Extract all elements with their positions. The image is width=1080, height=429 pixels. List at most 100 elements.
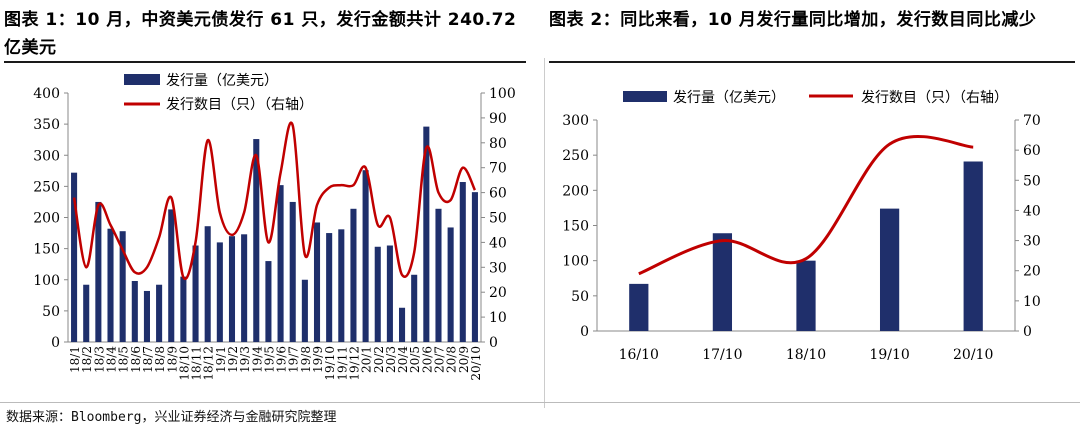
bar <box>796 260 816 331</box>
left-y-tick-label: 0 <box>51 335 60 351</box>
x-tick-label: 18/9 <box>165 346 179 373</box>
left-chart-panel: 图表 1：10 月，中资美元债发行 61 只，发行金额共计 240.72 亿美元… <box>0 0 530 429</box>
bar <box>204 226 211 342</box>
x-tick-label: 18/8 <box>153 346 167 373</box>
left-combo-chart: 0 50 100 150 200 250 300 350 400 0 10 20 30 40 50 60 70 8… <box>33 73 516 381</box>
right-y-tick-label: 10 <box>489 310 507 326</box>
right-y-tick-label: 10 <box>1023 294 1041 310</box>
x-tick-label: 20/2 <box>372 346 386 373</box>
bar <box>265 261 272 342</box>
left-y-tick-label: 250 <box>33 179 60 195</box>
bar <box>168 209 175 342</box>
right-y-tick-label: 50 <box>1023 173 1041 189</box>
bar <box>423 126 430 343</box>
right-y-tick-label: 60 <box>1023 143 1041 159</box>
legend-line-label: 发行数目（只）（右轴） <box>861 90 1008 106</box>
left-chart-title: 图表 1：10 月，中资美元债发行 61 只，发行金额共计 240.72 亿美元 <box>4 10 517 58</box>
x-tick-label: 18/11 <box>190 346 204 381</box>
left-y-tick-label: 400 <box>33 86 60 102</box>
x-tick-label: 19/12 <box>347 346 361 381</box>
legend-line-label: 发行数目（只）（右轴） <box>166 97 313 113</box>
right-y-tick-label: 70 <box>489 161 507 177</box>
bar <box>253 139 260 342</box>
x-tick-label: 19/7 <box>287 346 301 373</box>
left-y-tick-label: 200 <box>33 211 60 227</box>
bar <box>83 284 90 342</box>
right-y-tick-label: 20 <box>489 285 507 301</box>
bar <box>71 172 78 342</box>
x-tick-label: 19/8 <box>299 346 313 373</box>
bar <box>131 280 138 342</box>
x-tick-label: 20/9 <box>457 346 471 373</box>
x-tick-label: 20/10 <box>469 346 483 381</box>
left-y-tick-label: 100 <box>33 273 60 289</box>
x-tick-label: 19/9 <box>311 346 325 373</box>
right-y-tick-label: 100 <box>489 86 516 102</box>
bar <box>712 233 733 331</box>
bar <box>471 192 478 342</box>
x-tick-label: 17/10 <box>702 347 742 363</box>
x-tick-label: 20/7 <box>432 346 446 373</box>
x-tick-label: 18/12 <box>202 346 216 381</box>
bar <box>879 208 900 331</box>
bar <box>629 283 649 331</box>
x-tick-label: 18/2 <box>80 346 94 373</box>
bar <box>447 227 454 342</box>
bar <box>216 242 223 342</box>
right-y-tick-label: 20 <box>1023 264 1041 280</box>
left-y-tick-label: 100 <box>562 254 589 270</box>
bar <box>459 182 466 342</box>
bar <box>326 233 333 342</box>
right-title-rule <box>549 61 1075 63</box>
x-tick-label: 18/1 <box>68 346 82 373</box>
bar <box>374 246 381 342</box>
right-y-tick-label: 40 <box>1023 203 1041 219</box>
x-tick-label: 19/11 <box>335 346 349 381</box>
left-y-tick-label: 200 <box>562 183 589 199</box>
bar <box>386 245 393 342</box>
left-y-tick-label: 150 <box>33 242 60 258</box>
bar <box>228 236 236 342</box>
x-tick-label: 19/2 <box>226 346 240 373</box>
source-note: 数据来源：Bloomberg，兴业证券经济与金融研究院整理 <box>6 410 337 425</box>
x-tick-label: 18/5 <box>117 346 131 373</box>
bar <box>119 231 126 342</box>
x-tick-label: 19/1 <box>214 346 228 373</box>
x-tick-label: 19/4 <box>250 346 264 373</box>
x-tick-label: 18/3 <box>92 346 106 373</box>
x-tick-label: 20/6 <box>420 346 434 373</box>
bar <box>180 276 187 342</box>
left-y-tick-label: 350 <box>33 117 60 133</box>
x-tick-label: 19/5 <box>262 346 276 373</box>
x-tick-label: 20/10 <box>953 347 993 363</box>
right-y-tick-label: 30 <box>1023 234 1041 250</box>
left-y-tick-label: 0 <box>580 324 589 340</box>
bar <box>313 222 321 342</box>
legend-bar-label: 发行量（亿美元） <box>166 73 278 89</box>
left-y-tick-label: 150 <box>562 219 589 235</box>
bar <box>301 279 308 342</box>
right-y-tick-label: 0 <box>489 335 498 351</box>
x-tick-label: 16/10 <box>619 347 659 363</box>
bar <box>399 307 406 342</box>
right-chart-title: 图表 2：同比来看，10 月发行量同比增加，发行数目同比减少 <box>549 10 1037 30</box>
left-y-tick-label: 50 <box>571 289 589 305</box>
bar <box>192 245 199 342</box>
footer-rule <box>0 402 1080 403</box>
x-tick-label: 19/10 <box>323 346 337 381</box>
left-y-tick-label: 300 <box>33 148 60 164</box>
left-y-tick-label: 50 <box>42 304 60 320</box>
x-tick-label: 20/8 <box>445 346 459 373</box>
left-y-tick-label: 300 <box>562 113 589 129</box>
x-tick-label: 18/10 <box>786 347 826 363</box>
bar <box>277 185 284 342</box>
right-y-tick-label: 90 <box>489 111 507 127</box>
bar <box>289 201 296 342</box>
bar <box>362 170 369 342</box>
bar <box>95 201 102 342</box>
x-tick-label: 18/4 <box>105 346 119 373</box>
x-tick-label: 18/10 <box>177 346 191 381</box>
bar <box>143 290 150 342</box>
right-y-tick-label: 80 <box>489 136 507 152</box>
right-y-tick-label: 60 <box>489 186 507 202</box>
